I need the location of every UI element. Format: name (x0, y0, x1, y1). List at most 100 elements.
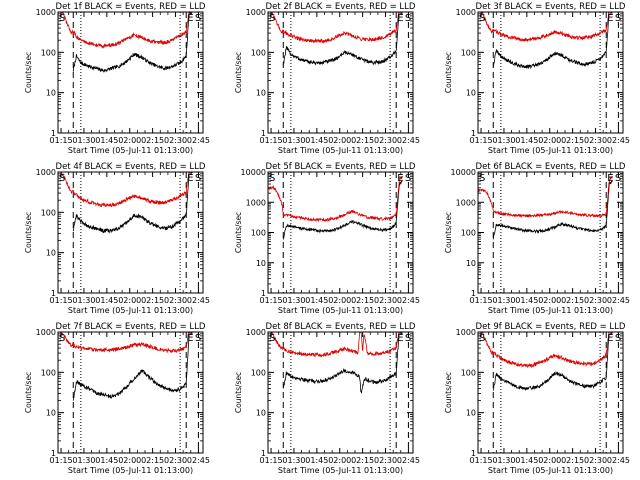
plot-area (478, 172, 619, 293)
y-tick-label: 10 (256, 259, 266, 268)
x-tick-label: 01:15 (50, 296, 73, 305)
region-marker-label: E (397, 333, 403, 344)
lld-series-line (268, 12, 403, 45)
region-marker-label: E (187, 333, 193, 344)
region-marker-label: S (479, 13, 485, 24)
y-tick-label: 100 (461, 368, 476, 377)
x-tick-label: 02:30 (374, 296, 397, 305)
y-tick-label: 1000 (36, 8, 56, 17)
y-tick-label: 10 (466, 259, 476, 268)
x-tick-label: 02:00 (538, 456, 561, 465)
y-tick-label: 100 (251, 229, 266, 238)
y-tick-label: 100 (41, 368, 56, 377)
y-tick-label: 100 (251, 368, 266, 377)
y-tick-label: 10 (46, 89, 56, 98)
y-axis-label: Counts/sec (24, 372, 33, 413)
chart-panel: Det 8f BLACK = Events, RED = LLD 1 10 100 10… (234, 322, 420, 475)
x-tick-label: 01:45 (305, 456, 328, 465)
events-series-line (72, 332, 193, 401)
x-tick-label: 02:45 (397, 296, 420, 305)
x-axis-label: Start Time (05-Jul-11 01:13:00) (488, 146, 613, 155)
chart-panel: Det 5f BLACK = Events, RED = LLD 1 10 100 10… (234, 162, 420, 315)
plot-area (58, 332, 199, 453)
y-tick-label: 10 (46, 409, 56, 418)
chart-title: Det 2f BLACK = Events, RED = LLD (266, 2, 416, 12)
y-tick-label: 1000 (246, 328, 266, 337)
y-tick-label: 1000 (246, 198, 266, 207)
x-tick-label: 02:00 (328, 456, 351, 465)
x-tick-label: 02:30 (584, 136, 607, 145)
y-tick-label: 10 (46, 249, 56, 258)
plot-frame (477, 331, 624, 454)
x-tick-label: 01:30 (282, 296, 305, 305)
plot-frame (57, 11, 204, 134)
region-marker-label: S (405, 13, 411, 24)
plot-frame (477, 11, 624, 134)
x-axis-label: Start Time (05-Jul-11 01:13:00) (488, 466, 613, 475)
x-tick-label: 02:45 (187, 456, 210, 465)
region-marker-label: S (195, 333, 201, 344)
x-tick-label: 02:15 (561, 136, 584, 145)
x-tick-label: 02:00 (538, 136, 561, 145)
y-tick-label: 1 (261, 449, 266, 458)
y-axis-label: Counts/sec (234, 372, 243, 413)
y-tick-label: 10 (466, 409, 476, 418)
x-tick-label: 01:15 (260, 456, 283, 465)
region-marker-label: S (269, 173, 275, 184)
chart-title: Det 7f BLACK = Events, RED = LLD (56, 322, 206, 332)
y-tick-label: 1 (51, 289, 56, 298)
region-marker-label: E (187, 13, 193, 24)
plot-frame (57, 331, 204, 454)
x-tick-label: 02:30 (584, 456, 607, 465)
x-tick-label: 01:45 (305, 296, 328, 305)
x-tick-label: 02:30 (164, 296, 187, 305)
x-tick-label: 02:30 (374, 136, 397, 145)
region-marker-label: S (59, 333, 65, 344)
x-tick-label: 02:15 (141, 296, 164, 305)
region-marker-label: E (607, 13, 613, 24)
x-axis-label: Start Time (05-Jul-11 01:13:00) (278, 466, 403, 475)
x-tick-label: 01:15 (260, 296, 283, 305)
x-tick-label: 02:45 (187, 296, 210, 305)
y-tick-label: 100 (461, 48, 476, 57)
x-tick-label: 02:30 (584, 296, 607, 305)
plot-area (58, 172, 199, 293)
y-tick-label: 100 (41, 48, 56, 57)
y-tick-label: 10 (256, 89, 266, 98)
region-marker-label: E (397, 13, 403, 24)
region-marker-label: S (269, 13, 275, 24)
plot-frame (477, 171, 624, 294)
chart-title: Det 8f BLACK = Events, RED = LLD (266, 322, 416, 332)
lld-series-line (58, 332, 193, 354)
region-marker-label: S (405, 333, 411, 344)
x-tick-label: 01:30 (492, 456, 515, 465)
y-tick-label: 100 (251, 48, 266, 57)
region-marker-label: S (269, 333, 275, 344)
x-tick-label: 02:45 (607, 296, 630, 305)
plot-frame (267, 171, 414, 294)
events-series-line (282, 12, 403, 66)
y-tick-label: 1 (51, 449, 56, 458)
x-tick-label: 01:15 (470, 456, 493, 465)
y-axis-label: Counts/sec (24, 52, 33, 93)
y-tick-label: 10 (256, 409, 266, 418)
x-tick-label: 02:15 (351, 296, 374, 305)
chart-panel: Det 6f BLACK = Events, RED = LLD 1 10 100 10… (444, 162, 630, 315)
x-tick-label: 01:30 (72, 296, 95, 305)
region-marker-label: S (195, 13, 201, 24)
y-tick-label: 1000 (456, 328, 476, 337)
plot-area (268, 12, 409, 133)
x-tick-label: 01:15 (260, 136, 283, 145)
events-series-line (282, 180, 403, 240)
region-marker-label: S (479, 173, 485, 184)
plot-area (268, 332, 409, 453)
lld-series-line (58, 12, 193, 49)
y-axis-label: Counts/sec (234, 52, 243, 93)
x-axis-label: Start Time (05-Jul-11 01:13:00) (68, 306, 193, 315)
x-tick-label: 02:00 (328, 136, 351, 145)
x-tick-label: 02:15 (561, 296, 584, 305)
x-axis-label: Start Time (05-Jul-11 01:13:00) (278, 306, 403, 315)
chart-panel: Det 1f BLACK = Events, RED = LLD 1 10 100 10… (24, 2, 210, 155)
x-tick-label: 01:15 (50, 136, 73, 145)
